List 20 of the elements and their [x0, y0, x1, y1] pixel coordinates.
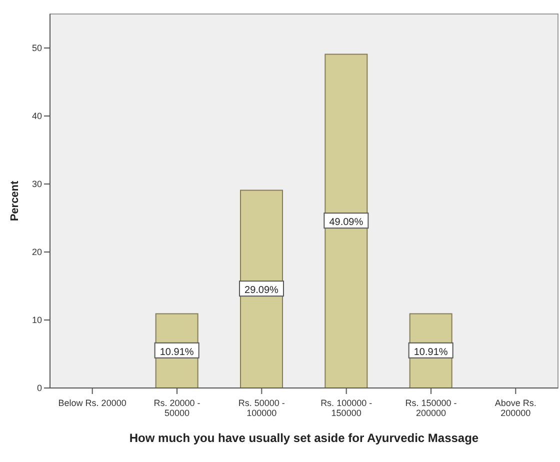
- data-label: 10.91%: [160, 346, 194, 358]
- x-tick-label: Rs. 150000 - 200000: [405, 398, 457, 418]
- y-tick-label: 40: [32, 111, 42, 122]
- x-tick-label: Rs. 100000 - 150000: [320, 398, 372, 418]
- x-tick-label: Rs. 50000 - 100000: [238, 398, 285, 418]
- y-tick-label: 20: [32, 247, 42, 258]
- x-tick-label: Below Rs. 20000: [58, 398, 126, 408]
- bar: [324, 54, 368, 388]
- y-tick-label: 10: [32, 315, 42, 326]
- bar: [240, 190, 283, 388]
- y-tick-label: 30: [32, 179, 42, 190]
- data-label: 29.09%: [244, 285, 279, 296]
- y-tick-label: 0: [36, 383, 42, 394]
- data-label: 10.91%: [414, 346, 448, 358]
- x-axis-title: How much you have usually set aside for Ayurvedic Massage: [129, 431, 479, 445]
- y-axis-title: Percent: [8, 180, 21, 222]
- y-tick-label: 50: [32, 43, 42, 54]
- x-tick-label: Above Rs. 200000: [494, 398, 536, 418]
- data-label: 49.09%: [329, 217, 364, 228]
- x-tick-label: Rs. 20000 - 50000: [154, 398, 200, 418]
